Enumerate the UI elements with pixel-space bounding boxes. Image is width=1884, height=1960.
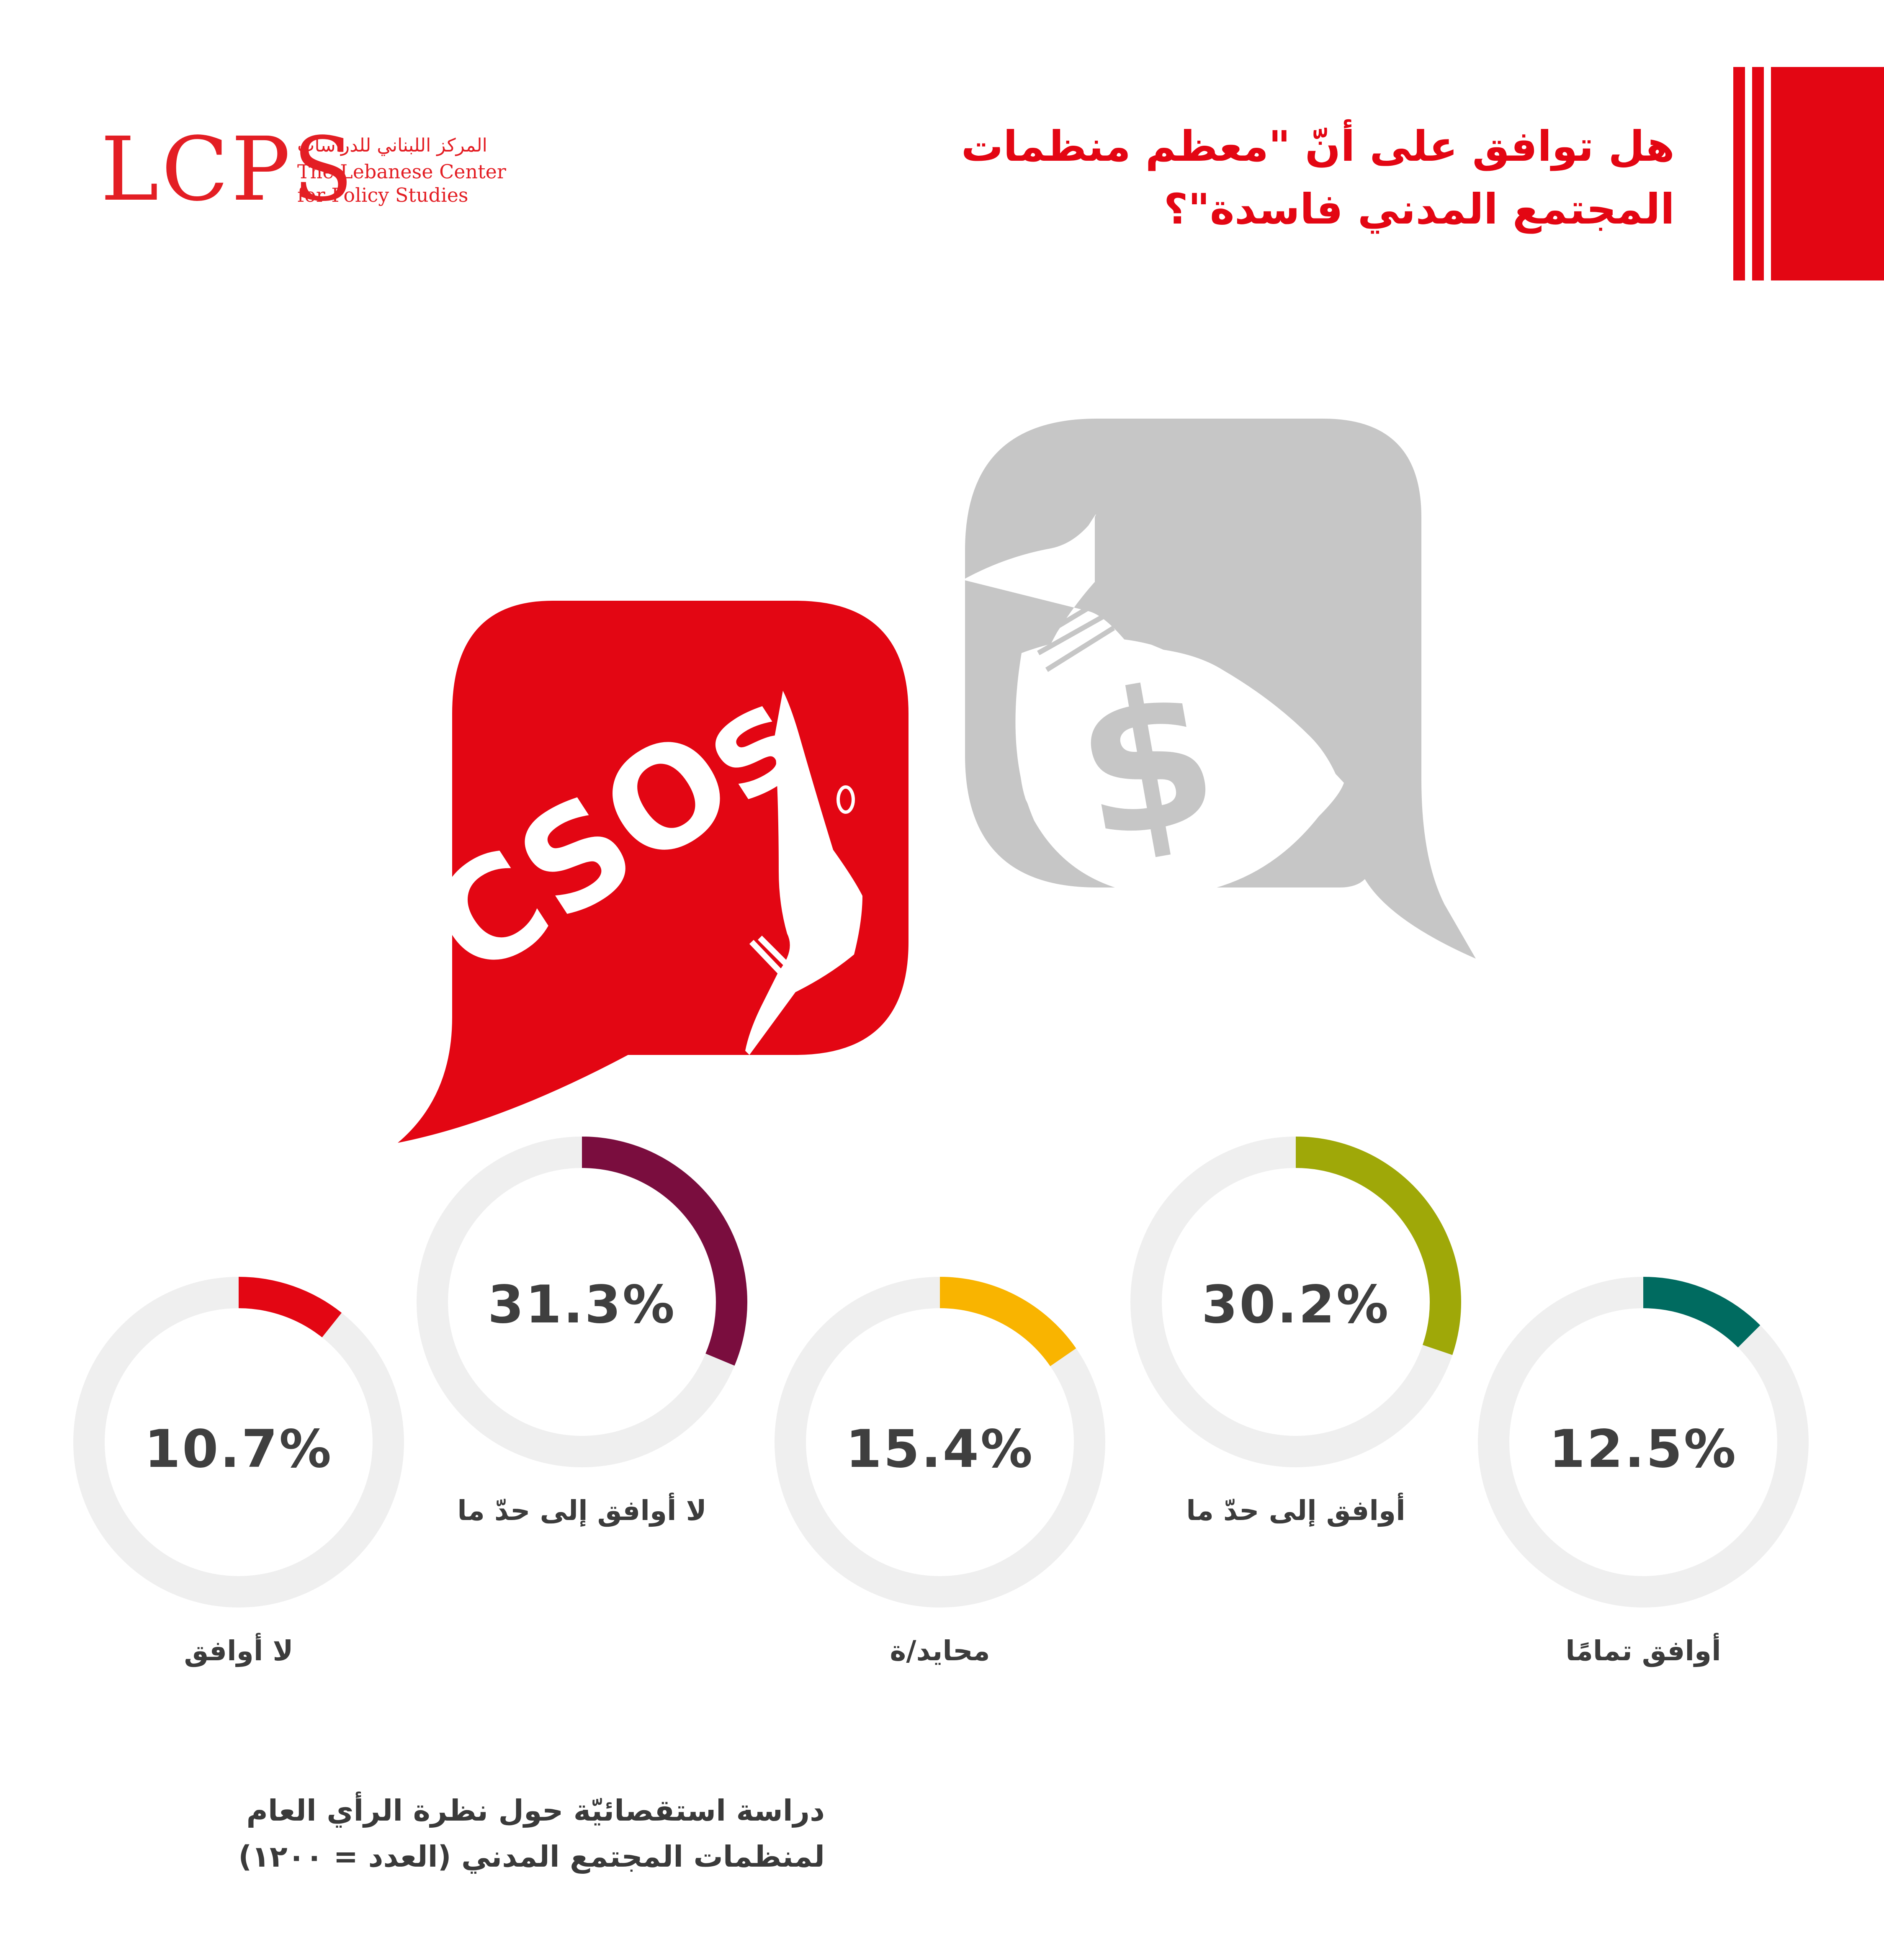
donut-somewhat-disagree-svg xyxy=(416,1136,748,1468)
category-label-neutral: محايد/ة xyxy=(890,1635,990,1667)
value-label-strongly-agree: 12.5% xyxy=(1549,1419,1738,1479)
question-line-2: المجتمع المدني فاسدة"؟ xyxy=(1163,185,1675,234)
value-label-somewhat-agree: 30.2% xyxy=(1201,1275,1390,1335)
donut-neutral-svg xyxy=(774,1276,1106,1608)
donut-arc-disagree xyxy=(238,1277,342,1338)
donut-strongly-agree-svg xyxy=(1477,1276,1809,1608)
logo-english-line1: The Lebanese Center xyxy=(297,160,506,183)
value-label-disagree: 10.7% xyxy=(144,1419,333,1479)
value-label-somewhat-disagree: 31.3% xyxy=(487,1275,677,1335)
donut-disagree: 10.7% xyxy=(73,1276,404,1608)
donut-neutral: 15.4% xyxy=(774,1276,1106,1608)
value-label-neutral: 15.4% xyxy=(845,1419,1035,1479)
footnote-line-2: لمنظمات المجتمع المدني (العدد = ١٢٠٠) xyxy=(238,1839,825,1874)
donut-somewhat-agree-svg xyxy=(1130,1136,1462,1468)
logo-english-line2: for Policy Studies xyxy=(297,184,468,206)
survey-footnote: دراسة استقصائيّة حول نظرة الرأي العام لم… xyxy=(105,1788,825,1880)
donut-disagree-svg xyxy=(73,1276,404,1608)
donut-strongly-agree: 12.5% xyxy=(1477,1276,1809,1608)
donut-arc-somewhat-disagree xyxy=(582,1137,747,1366)
footnote-line-1: دراسة استقصائيّة حول نظرة الرأي العام xyxy=(246,1793,825,1828)
decorative-stripe-3 xyxy=(1771,67,1884,280)
gray-speech-bubble: $ xyxy=(963,419,1476,959)
logo-abbreviation: LCPS xyxy=(100,118,356,221)
donut-arc-neutral xyxy=(939,1277,1076,1366)
red-speech-bubble: CSOs xyxy=(398,601,909,1143)
category-label-somewhat-disagree: لا أوافق إلى حدّ ما xyxy=(457,1494,707,1527)
logo-arabic-name: المركز اللبناني للدراسات xyxy=(297,135,487,156)
csos-corruption-illustration: $ CSOs xyxy=(398,419,1476,1143)
category-label-strongly-agree: أوافق تمامًا xyxy=(1565,1635,1721,1667)
question-line-1: هل توافق على أنّ "معظم منظمات xyxy=(961,122,1675,171)
donut-arc-somewhat-agree xyxy=(1295,1137,1461,1355)
lcps-logo: LCPS المركز اللبناني للدراسات The Lebane… xyxy=(100,118,506,221)
category-label-disagree: لا أوافق xyxy=(184,1635,293,1667)
decorative-stripe-2 xyxy=(1752,67,1764,280)
donut-somewhat-disagree: 31.3% xyxy=(416,1136,748,1468)
donut-somewhat-agree: 30.2% xyxy=(1130,1136,1462,1468)
donut-arc-strongly-agree xyxy=(1643,1277,1760,1348)
question-headline: هل توافق على أنّ "معظم منظمات المجتمع ال… xyxy=(879,115,1675,241)
decorative-stripe-1 xyxy=(1733,67,1745,280)
category-label-somewhat-agree: أوافق إلى حدّ ما xyxy=(1186,1494,1405,1527)
